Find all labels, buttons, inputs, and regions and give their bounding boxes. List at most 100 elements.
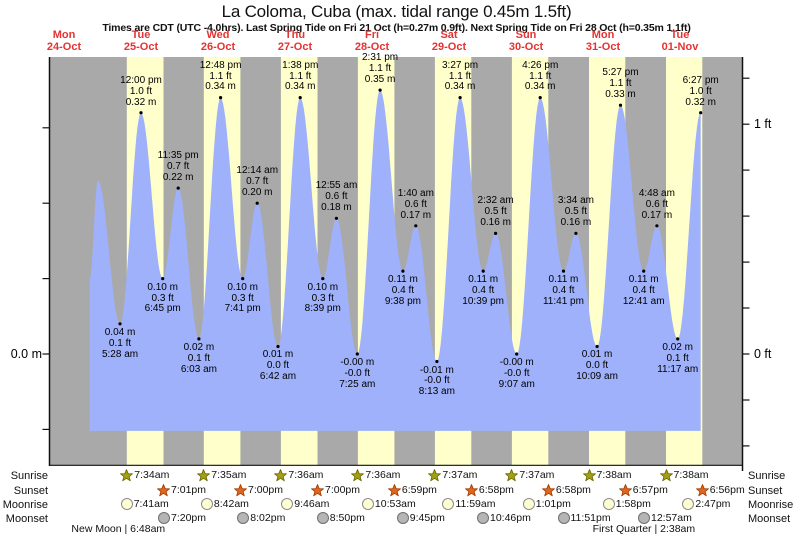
sunset-event: 7:00pm <box>234 483 283 497</box>
day-column-label: Tue 25-Oct <box>124 29 158 53</box>
tide-point-dot <box>378 88 382 92</box>
day-name: Wed <box>206 29 230 41</box>
tide-annotation-high: 11:35 pm 0.7 ft 0.22 m <box>158 150 199 184</box>
moonset-event: 10:46pm <box>477 511 531 524</box>
tide-annotation-high: 1:38 pm 1.1 ft 0.34 m <box>282 60 318 94</box>
tide-annotation-line: 11:41 pm <box>542 295 584 307</box>
tide-annotation-line: 9:38 pm <box>384 295 421 307</box>
tide-annotation-line: 0.3 ft <box>231 292 254 304</box>
tide-annotation-high: 1:40 am 0.6 ft 0.17 m <box>398 188 434 222</box>
event-time: 7:20pm <box>171 511 207 524</box>
tide-annotation-line: 0.6 ft <box>325 191 348 203</box>
day-column-label: Mon 24-Oct <box>47 29 81 53</box>
event-time: 7:00pm <box>325 484 361 496</box>
tide-annotation-line: 0.11 m <box>468 274 499 286</box>
left-axis-zero-label: 0.0 m <box>10 347 42 361</box>
event-time: 7:38am <box>596 469 632 481</box>
tide-annotation-low: 0.11 m 0.4 ft 10:39 pm <box>462 274 505 308</box>
sunrise-star-icon <box>659 468 673 481</box>
day-column-label: Wed 26-Oct <box>201 29 235 53</box>
event-time: 6:58pm <box>555 484 591 496</box>
tide-annotation-line: 3:27 pm <box>441 59 479 71</box>
tide-annotation-line: 0.7 ft <box>246 176 269 188</box>
tide-annotation-line: 4:26 pm <box>522 59 559 71</box>
moonset-label: Moonset <box>5 512 48 525</box>
moonrise-event: 7:41am <box>120 497 169 510</box>
moonrise-circle-icon <box>120 497 133 510</box>
event-time: 11:51pm <box>570 511 611 524</box>
sunrise-star-icon <box>197 468 211 481</box>
moonrise-circle-icon <box>602 497 615 510</box>
tide-annotation-line: 0.01 m <box>262 349 294 361</box>
tide-annotation-line: 10:39 pm <box>462 295 505 307</box>
moonrise-circle-icon <box>361 497 374 510</box>
tide-point-dot <box>197 337 201 341</box>
event-time: 6:58pm <box>478 484 514 496</box>
moonset-event: 8:02pm <box>237 511 285 524</box>
tide-point-dot <box>276 344 280 349</box>
day-name: Sat <box>440 29 458 41</box>
tide-annotation-low: -0.01 m -0.0 ft 8:13 am <box>418 365 455 399</box>
tide-point-dot <box>241 277 245 281</box>
day-date: 28-Oct <box>354 40 390 53</box>
tide-annotation-line: 1.1 ft <box>609 78 632 90</box>
tide-annotation-low: 0.11 m 0.4 ft 9:38 pm <box>384 274 421 308</box>
sunset-star-icon <box>541 483 555 496</box>
tide-annotation-line: 1.1 ft <box>529 70 552 82</box>
tide-annotation-line: 0.1 ft <box>108 337 132 349</box>
tide-annotation-line: 0.10 m <box>147 281 178 293</box>
tide-point-dot <box>321 277 325 281</box>
sunrise-event: 7:38am <box>659 468 709 482</box>
sunset-event: 7:01pm <box>157 483 207 497</box>
tide-annotation-high: 12:00 pm 1.0 ft 0.32 m <box>120 75 162 109</box>
tide-annotation-line: 0.20 m <box>241 187 273 198</box>
event-time: 7:01pm <box>171 484 207 496</box>
event-time: 9:46am <box>294 497 330 510</box>
tide-annotation-low: 0.11 m 0.4 ft 11:41 pm <box>542 274 584 308</box>
tide-annotation-line: 5:27 pm <box>602 67 639 79</box>
tide-point-dot <box>355 352 359 356</box>
tide-annotation-line: 1.1 ft <box>209 70 232 82</box>
tide-point-dot <box>435 359 439 364</box>
tide-annotation-line: 0.10 m <box>307 281 339 293</box>
tide-annotation-line: 0.5 ft <box>484 206 507 218</box>
event-time: 8:42am <box>213 497 249 510</box>
sunset-event: 6:59pm <box>387 483 437 497</box>
tide-annotation-line: 10:09 am <box>576 371 618 383</box>
sunrise-row: Sunrise Sunrise 7:34am 7:35am 7:36am 7:36am 7:… <box>0 468 793 484</box>
moonset-circle-icon <box>396 511 409 524</box>
tide-annotation-line: 0.4 ft <box>391 284 415 296</box>
day-date: 27-Oct <box>277 40 313 53</box>
day-date: 01-Nov <box>661 40 699 53</box>
tide-point-dot <box>515 352 519 356</box>
moonset-circle-icon <box>638 511 650 524</box>
tide-annotation-high: 12:55 am 0.6 ft 0.18 m <box>316 180 358 214</box>
tide-annotation-line: 0.11 m <box>628 274 659 286</box>
tide-point-dot <box>676 337 680 341</box>
sunrise-label-right: Sunrise <box>748 469 786 482</box>
tide-annotation-high: 2:32 am 0.5 ft 0.16 m <box>478 195 514 229</box>
sunrise-star-icon <box>582 468 596 481</box>
tide-annotation-line: 1.1 ft <box>448 70 472 82</box>
moonset-event: 12:57am <box>638 511 692 524</box>
tide-point-dot <box>118 322 122 326</box>
moonrise-event: 2:47pm <box>682 497 730 510</box>
tide-annotation-line: 8:13 am <box>418 386 455 398</box>
tide-annotation-line: 0.1 ft <box>187 352 211 364</box>
moonset-circle-icon <box>477 511 489 524</box>
tide-annotation-high: 5:27 pm 1.1 ft 0.33 m <box>602 67 639 101</box>
tide-point-dot <box>538 96 542 100</box>
moonrise-event: 9:46am <box>281 497 330 510</box>
sunset-event: 6:58pm <box>541 483 591 497</box>
tide-point-dot <box>298 96 302 100</box>
tide-annotation-line: 0.3 ft <box>311 292 334 304</box>
day-column-label: Sat 29-Oct <box>432 29 466 53</box>
moonrise-event: 8:42am <box>200 497 249 510</box>
tide-annotation-line: 9:07 am <box>498 378 535 390</box>
day-date: 30-Oct <box>508 40 544 53</box>
tide-point-dot <box>176 186 180 190</box>
sunset-star-icon <box>464 483 478 496</box>
tide-annotation-line: 0.22 m <box>162 171 194 183</box>
moonrise-circle-icon <box>682 497 695 510</box>
